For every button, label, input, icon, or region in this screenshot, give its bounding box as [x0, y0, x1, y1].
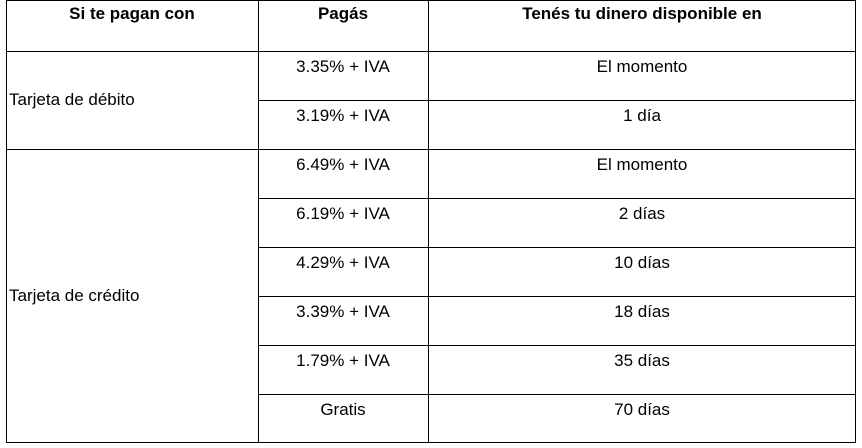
availability-cell: El momento: [596, 155, 688, 174]
row-divider: [258, 345, 856, 346]
header-pagas: Pagás: [317, 4, 369, 23]
row-divider: [258, 100, 856, 101]
availability-cell: 70 días: [614, 400, 670, 419]
row-divider: [258, 296, 856, 297]
fee-cell: 6.19% + IVA: [296, 204, 390, 223]
fee-cell: Gratis: [320, 400, 366, 419]
row-divider: [258, 198, 856, 199]
availability-cell: 10 días: [614, 253, 670, 272]
pricing-table: Si te pagan con Pagás Tenés tu dinero di…: [6, 0, 856, 446]
availability-cell: 35 días: [614, 351, 670, 370]
col-divider-1: [258, 0, 259, 443]
header-divider: [6, 51, 856, 52]
fee-cell: 4.29% + IVA: [296, 253, 390, 272]
availability-cell: 18 días: [614, 302, 670, 321]
card-type-debito: Tarjeta de débito: [9, 90, 135, 109]
fee-cell: 3.39% + IVA: [296, 302, 390, 321]
availability-cell: El momento: [596, 57, 688, 76]
group-divider: [6, 149, 856, 150]
fee-cell: 1.79% + IVA: [296, 351, 390, 370]
availability-cell: 2 días: [618, 204, 666, 223]
col-divider-2: [428, 0, 429, 443]
fee-cell: 3.19% + IVA: [296, 106, 390, 125]
row-divider: [258, 247, 856, 248]
row-divider: [258, 394, 856, 395]
fee-cell: 3.35% + IVA: [296, 57, 390, 76]
availability-cell: 1 día: [623, 106, 661, 125]
fee-cell: 6.49% + IVA: [296, 155, 390, 174]
header-si-te-pagan-con: Si te pagan con: [69, 4, 195, 23]
header-disponible: Tenés tu dinero disponible en: [522, 4, 762, 23]
col-divider-0: [6, 0, 7, 443]
card-type-credito: Tarjeta de crédito: [9, 286, 140, 305]
